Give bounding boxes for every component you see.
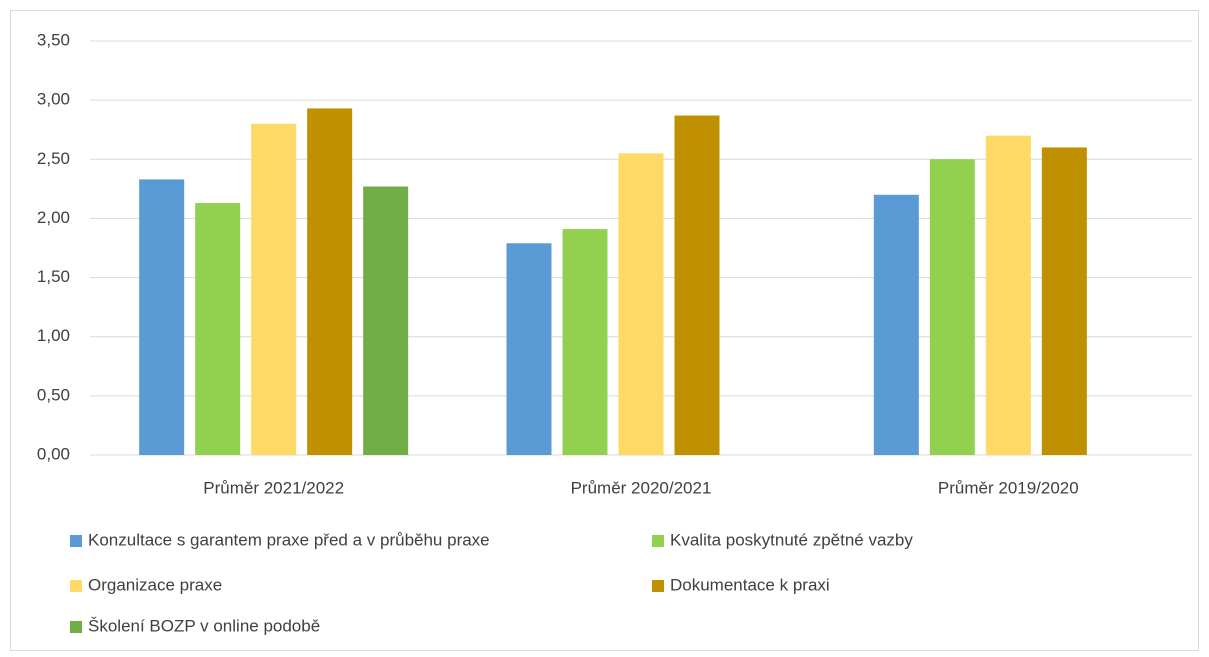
y-tick-label: 1,50 [37,267,70,286]
bar [1041,147,1087,455]
y-tick-label: 0,00 [37,444,70,463]
x-tick-label: Průměr 2019/2020 [938,478,1079,497]
y-tick-label: 3,50 [37,30,70,49]
legend-swatch [652,535,664,547]
bar [618,153,664,455]
y-tick-label: 1,00 [37,326,70,345]
bar [929,159,975,456]
legend-swatch [70,535,82,547]
bar [195,203,241,455]
legend-label: Kvalita poskytnuté zpětné vazby [670,530,913,549]
y-tick-label: 0,50 [37,385,70,404]
bar [506,243,552,455]
legend-swatch [70,621,82,633]
x-tick-label: Průměr 2021/2022 [203,478,344,497]
bar [562,229,608,455]
y-tick-label: 2,00 [37,208,70,227]
bar [251,123,297,456]
bar [139,179,185,455]
legend-label: Dokumentace k praxi [670,575,830,594]
bar [674,115,720,456]
y-tick-label: 2,50 [37,149,70,168]
legend-label: Školení BOZP v online podobě [88,616,320,635]
legend-label: Organizace praxe [88,575,222,594]
bar [307,108,353,456]
y-tick-label: 3,00 [37,90,70,109]
legend-label: Konzultace s garantem praxe před a v prů… [88,530,490,549]
bar [873,194,919,455]
bar [363,186,409,455]
legend-swatch [70,580,82,592]
x-tick-label: Průměr 2020/2021 [571,478,712,497]
legend-swatch [652,580,664,592]
bar [985,135,1031,455]
